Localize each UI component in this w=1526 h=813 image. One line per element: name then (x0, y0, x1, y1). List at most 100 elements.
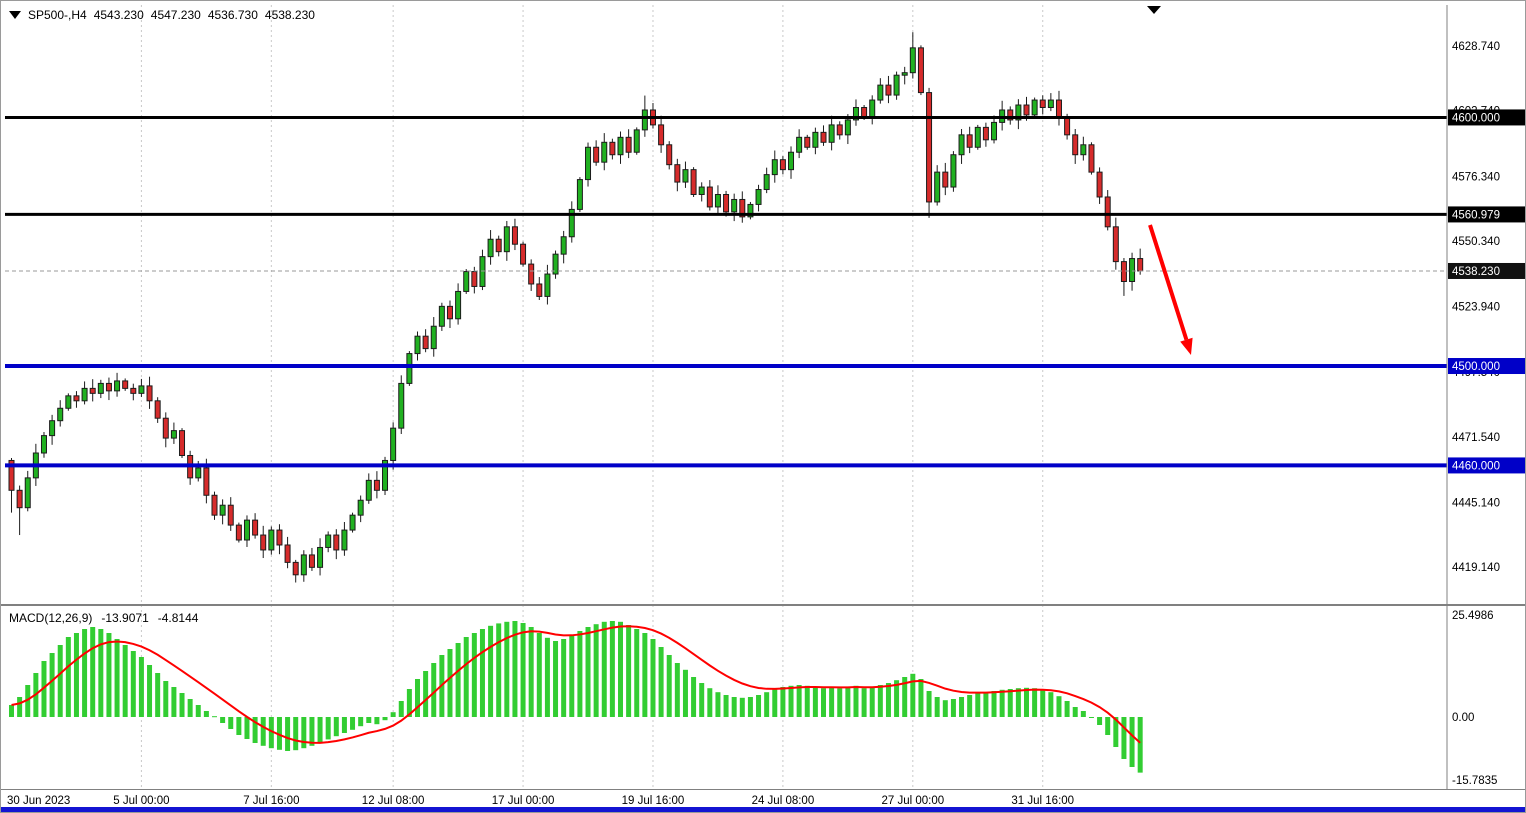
svg-text:4550.340: 4550.340 (1452, 236, 1500, 248)
candle (495, 235, 502, 257)
candle (901, 66, 908, 85)
candle (755, 184, 762, 212)
candle (828, 115, 835, 151)
candle (243, 515, 250, 547)
candle (731, 193, 738, 222)
svg-text:4628.740: 4628.740 (1452, 41, 1500, 53)
symbol-timeframe-label: SP500-,H4 (28, 8, 87, 22)
svg-text:4471.540: 4471.540 (1452, 432, 1500, 444)
candle (40, 432, 47, 458)
candle (796, 129, 803, 159)
candle (982, 122, 989, 147)
candle (869, 95, 876, 125)
time-axis-label: 17 Jul 00:00 (492, 795, 555, 807)
candle (1088, 142, 1095, 175)
candle (812, 127, 819, 155)
candle (942, 162, 949, 196)
candle (130, 383, 137, 401)
candle (999, 100, 1006, 131)
indicator-scale[interactable]: 25.4986 0.00 -15.7835 (1452, 610, 1497, 787)
candle (560, 230, 567, 264)
candle (138, 378, 145, 397)
candle (682, 161, 689, 188)
candle (1047, 93, 1054, 112)
candle (536, 277, 543, 301)
candle (771, 150, 778, 183)
candle (219, 499, 226, 525)
ohlc-open: 4543.230 (93, 8, 144, 22)
candle (909, 32, 916, 79)
macd-header: MACD(12,26,9) -13.9071 -4.8144 (9, 611, 198, 625)
candle (836, 121, 843, 140)
candle (690, 167, 697, 197)
candle (284, 536, 291, 569)
candle (658, 115, 665, 153)
trend-arrow[interactable] (1148, 224, 1193, 355)
candle (714, 185, 721, 216)
candle (414, 331, 421, 361)
candle (1096, 167, 1103, 204)
svg-text:25.4986: 25.4986 (1452, 610, 1494, 622)
ohlc-low: 4536.730 (207, 8, 258, 22)
svg-text:4419.140: 4419.140 (1452, 562, 1500, 574)
svg-text:4445.140: 4445.140 (1452, 497, 1500, 509)
candle (390, 422, 397, 470)
candle (463, 269, 470, 294)
candle (820, 125, 827, 146)
candle (844, 114, 851, 145)
candle (666, 141, 673, 170)
price-tag-4560.979: 4560.979 (1452, 209, 1500, 221)
candle (552, 250, 559, 279)
candle (1072, 128, 1079, 164)
ohlc-close: 4538.230 (264, 8, 315, 22)
time-axis-label: 12 Jul 08:00 (362, 795, 425, 807)
candle (1129, 252, 1136, 291)
candle (73, 391, 80, 408)
candle (292, 559, 299, 583)
candle (528, 259, 535, 291)
candle (601, 133, 608, 171)
time-axis-label: 27 Jul 00:00 (881, 795, 944, 807)
time-axis-label: 7 Jul 16:00 (243, 795, 299, 807)
candle (422, 329, 429, 353)
candle (114, 372, 121, 397)
candle (300, 550, 307, 582)
candle (227, 497, 234, 531)
candle (24, 470, 31, 512)
candle (162, 412, 169, 448)
candle (146, 376, 153, 409)
candle (276, 524, 283, 555)
shift-marker-icon[interactable] (1147, 6, 1161, 14)
candle (1112, 217, 1119, 270)
time-axis-label: 24 Jul 08:00 (752, 795, 815, 807)
candle (609, 138, 616, 160)
candle (49, 414, 56, 445)
candle (1120, 258, 1127, 296)
candle (625, 129, 632, 159)
candle (122, 378, 129, 391)
candle (65, 393, 72, 411)
candle (966, 126, 973, 154)
candle (365, 473, 372, 504)
candle (81, 381, 88, 405)
candle (649, 103, 656, 129)
candle (974, 124, 981, 150)
candle (763, 167, 770, 194)
candle (893, 71, 900, 100)
candle (479, 249, 486, 291)
candle (187, 450, 194, 485)
candle (430, 317, 437, 357)
candle (804, 134, 811, 150)
candle (1039, 95, 1046, 115)
candle (1015, 99, 1022, 130)
candle (438, 302, 445, 331)
candle (593, 140, 600, 166)
time-scale[interactable]: 30 Jun 2023 5 Jul 00:00 7 Jul 16:00 12 Jul … (7, 795, 1074, 807)
candle (520, 241, 527, 267)
price-levels[interactable] (5, 115, 1447, 468)
candle (317, 538, 324, 576)
candle (779, 156, 786, 175)
candle (308, 547, 315, 571)
